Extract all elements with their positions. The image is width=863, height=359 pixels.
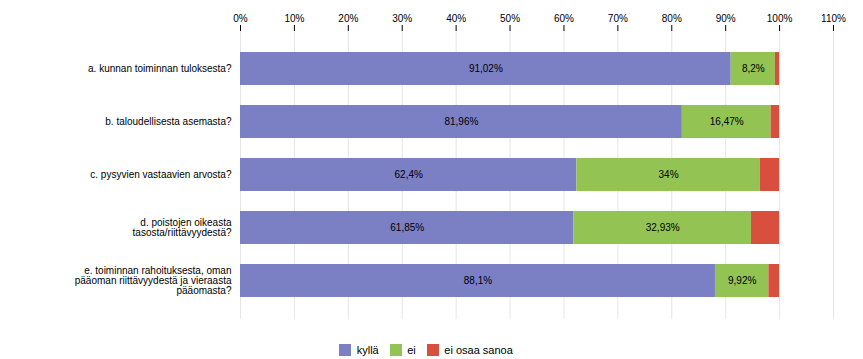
svg-text:60%: 60% [554,13,574,24]
svg-text:30%: 30% [392,13,412,24]
svg-text:81,96%: 81,96% [444,116,478,127]
svg-text:88,1%: 88,1% [464,275,492,286]
svg-text:100%: 100% [767,13,793,24]
svg-text:20%: 20% [338,13,358,24]
svg-text:e. toiminnan rahoituksesta, om: e. toiminnan rahoituksesta, omanpääoman … [75,265,232,296]
svg-text:80%: 80% [662,13,682,24]
html-text:kyllä: kyllä [356,343,379,356]
svg-text:110%: 110% [821,13,846,24]
svg-text:16,47%: 16,47% [710,116,744,127]
svg-text:70%: 70% [608,13,628,24]
svg-text:c. pysyvien vastaavien arvosta: c. pysyvien vastaavien arvosta? [90,169,232,180]
svg-text:9,92%: 9,92% [728,275,756,286]
svg-text:50%: 50% [500,13,520,24]
svg-text:32,93%: 32,93% [646,222,680,233]
html-text:ei osaa sanoa: ei osaa sanoa [444,343,513,356]
html-text:ei: ei [407,343,416,356]
svg-text:34%: 34% [659,169,679,180]
svg-text:62,4%: 62,4% [395,169,423,180]
svg-text:91,02%: 91,02% [469,63,503,74]
svg-text:40%: 40% [446,13,466,24]
svg-text:0%: 0% [233,13,248,24]
svg-text:90%: 90% [716,13,736,24]
svg-text:8,2%: 8,2% [742,63,765,74]
svg-text:a. kunnan toiminnan tuloksesta: a. kunnan toiminnan tuloksesta? [88,63,232,74]
svg-text:61,85%: 61,85% [390,222,424,233]
svg-text:10%: 10% [284,13,304,24]
svg-text:d. poistojen oikeastatasosta/r: d. poistojen oikeastatasosta/riittävyyde… [133,217,232,238]
svg-text:b. taloudellisesta asemasta?: b. taloudellisesta asemasta? [105,116,232,127]
